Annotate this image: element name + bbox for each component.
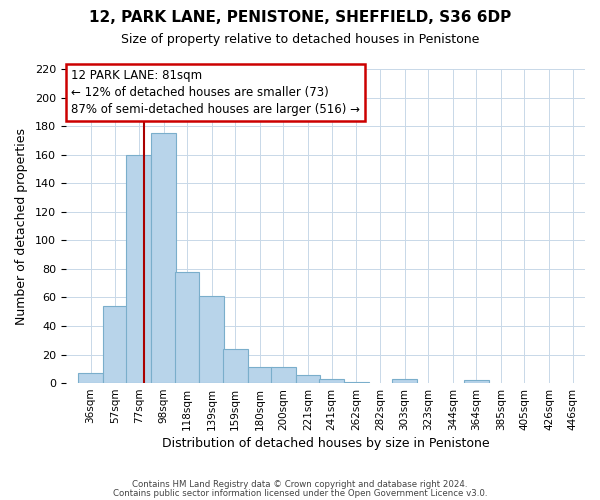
Text: Size of property relative to detached houses in Penistone: Size of property relative to detached ho… <box>121 32 479 46</box>
Text: 12, PARK LANE, PENISTONE, SHEFFIELD, S36 6DP: 12, PARK LANE, PENISTONE, SHEFFIELD, S36… <box>89 10 511 25</box>
X-axis label: Distribution of detached houses by size in Penistone: Distribution of detached houses by size … <box>161 437 489 450</box>
Bar <box>464 380 488 383</box>
Bar <box>199 296 224 383</box>
Bar <box>151 133 176 383</box>
Bar <box>223 349 248 383</box>
Bar <box>78 373 103 383</box>
Bar <box>392 379 417 383</box>
Text: 12 PARK LANE: 81sqm
← 12% of detached houses are smaller (73)
87% of semi-detach: 12 PARK LANE: 81sqm ← 12% of detached ho… <box>71 69 360 116</box>
Text: Contains public sector information licensed under the Open Government Licence v3: Contains public sector information licen… <box>113 488 487 498</box>
Y-axis label: Number of detached properties: Number of detached properties <box>15 128 28 324</box>
Bar <box>271 368 296 383</box>
Bar <box>296 374 320 383</box>
Bar <box>344 382 368 383</box>
Bar <box>175 272 199 383</box>
Bar <box>103 306 128 383</box>
Bar <box>248 368 272 383</box>
Bar <box>127 154 151 383</box>
Bar <box>319 379 344 383</box>
Text: Contains HM Land Registry data © Crown copyright and database right 2024.: Contains HM Land Registry data © Crown c… <box>132 480 468 489</box>
